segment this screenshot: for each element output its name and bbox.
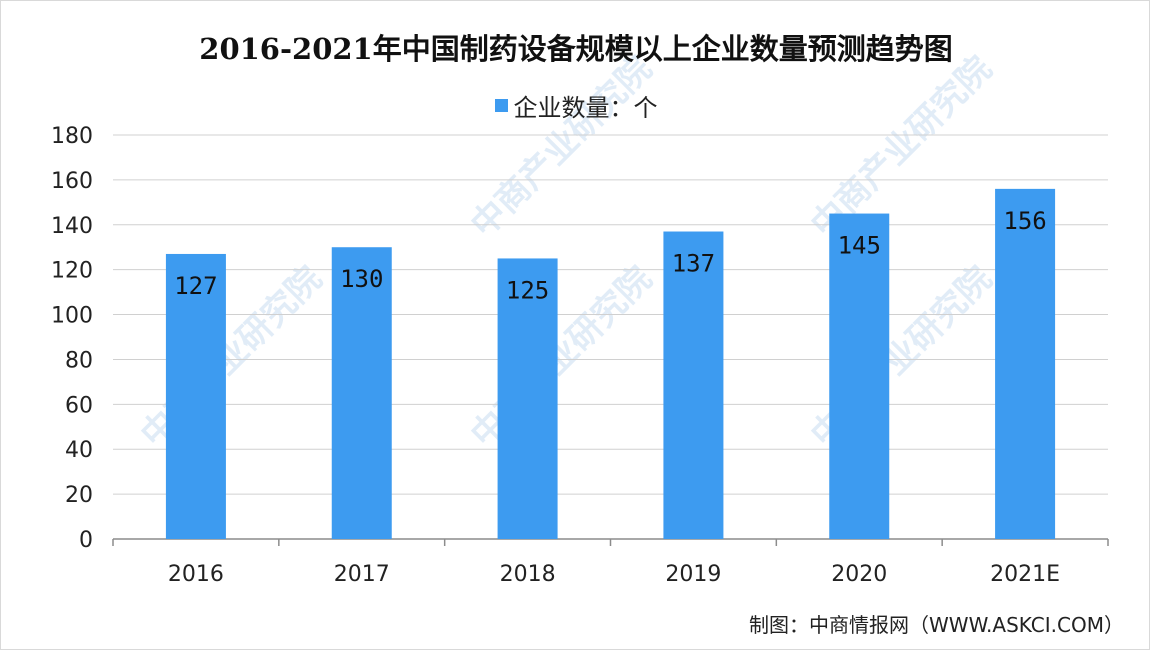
x-tick-label: 2020 (831, 562, 887, 587)
legend: 企业数量：个 (0, 88, 1152, 123)
y-tick-label: 80 (65, 348, 93, 373)
data-label: 125 (506, 276, 549, 304)
y-tick-label: 20 (65, 483, 93, 508)
x-tick-label: 2019 (665, 562, 721, 587)
y-tick-label: 100 (51, 304, 93, 329)
bar (331, 247, 392, 539)
data-label: 145 (838, 232, 881, 260)
bar (165, 253, 226, 539)
x-tick-label: 2017 (334, 562, 390, 587)
bar (663, 231, 724, 539)
data-label: 127 (174, 272, 217, 300)
bar (995, 188, 1056, 539)
bar (829, 213, 890, 540)
data-label: 130 (340, 265, 383, 293)
chart-title: 2016-2021年中国制药设备规模以上企业数量预测趋势图 (199, 32, 953, 66)
source-credit: 制图：中商情报网（WWW.ASKCI.COM） (749, 613, 1124, 637)
y-tick-label: 180 (51, 124, 93, 149)
y-tick-label: 160 (51, 169, 93, 194)
bar (497, 258, 558, 539)
y-tick-label: 60 (65, 393, 93, 418)
x-tick-label: 2016 (168, 562, 224, 587)
y-tick-label: 40 (65, 438, 93, 463)
data-label: 156 (1003, 207, 1046, 235)
y-tick-label: 0 (79, 528, 93, 553)
legend-swatch (494, 99, 508, 112)
data-label: 137 (672, 250, 715, 278)
x-tick-label: 2021E (990, 562, 1060, 587)
y-tick-label: 120 (51, 259, 93, 284)
y-tick-label: 140 (51, 214, 93, 239)
legend-label: 企业数量：个 (513, 94, 658, 122)
x-tick-label: 2018 (500, 562, 556, 587)
